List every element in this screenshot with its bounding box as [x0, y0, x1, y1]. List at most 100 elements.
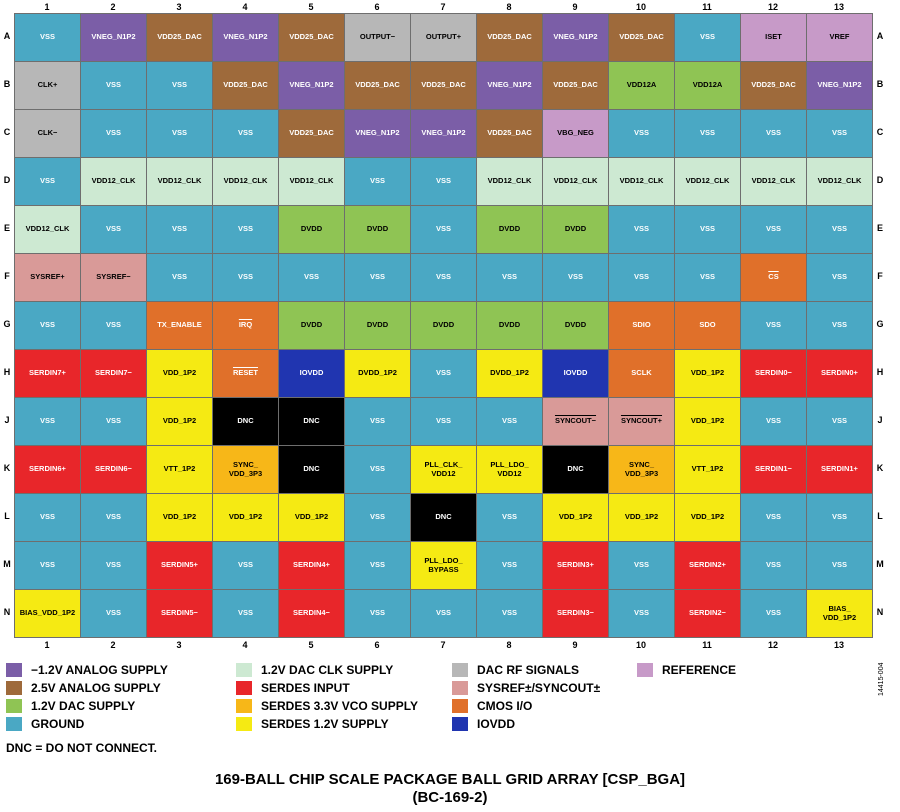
column-label-bottom: 10 — [635, 640, 646, 650]
ball-F3: VSS — [146, 253, 213, 302]
ball-label: VNEG_N1P2 — [553, 32, 598, 42]
ball-label: VDD25_DAC — [487, 32, 532, 42]
ball-label: VSS — [765, 560, 781, 570]
ball-F9: VSS — [542, 253, 609, 302]
ball-label: SERDIN0− — [755, 368, 792, 378]
ball-B1: CLK+ — [14, 61, 81, 110]
legend-swatch — [236, 699, 252, 713]
ball-label: VDD12_CLK — [817, 176, 862, 186]
ball-L9: VDD_1P2 — [542, 493, 609, 542]
legend-item-serdesin: SERDES INPUT — [236, 681, 350, 695]
legend-swatch — [6, 681, 22, 695]
ball-K5: DNC — [278, 445, 345, 494]
ball-label: VSS — [633, 608, 649, 618]
legend-swatch — [637, 663, 653, 677]
row-label-right: D — [876, 175, 884, 185]
ball-label: VSS — [633, 272, 649, 282]
ball-J6: VSS — [344, 397, 411, 446]
ball-B4: VDD25_DAC — [212, 61, 279, 110]
ball-label: VSS — [369, 512, 385, 522]
ball-L7: DNC — [410, 493, 477, 542]
ball-A11: VSS — [674, 13, 741, 62]
ball-K11: VTT_1P2 — [674, 445, 741, 494]
ball-N7: VSS — [410, 589, 477, 638]
ball-label: VSS — [765, 416, 781, 426]
column-label-bottom: 11 — [702, 640, 712, 650]
row-label-right: H — [876, 367, 884, 377]
legend-label: SERDES 1.2V SUPPLY — [261, 717, 389, 731]
ball-N5: SERDIN4− — [278, 589, 345, 638]
ball-label: VSS — [435, 416, 451, 426]
ball-label: VSS — [171, 224, 187, 234]
column-label-top: 9 — [572, 2, 578, 12]
ball-grid: VSS VNEG_N1P2 VDD25_DAC VNEG_N1P2 VDD25_DAC O… — [14, 13, 873, 638]
ball-E7: VSS — [410, 205, 477, 254]
ball-B7: VDD25_DAC — [410, 61, 477, 110]
ball-label: VSS — [501, 560, 517, 570]
ball-B11: VDD12A — [674, 61, 741, 110]
ball-D9: VDD12_CLK — [542, 157, 609, 206]
ball-F2: SYSREF− — [80, 253, 147, 302]
legend-item-gnd: GROUND — [6, 717, 84, 731]
ball-F13: VSS — [806, 253, 873, 302]
ball-E6: DVDD — [344, 205, 411, 254]
ball-H9: IOVDD — [542, 349, 609, 398]
ball-label: VDD_1P2 — [624, 512, 659, 522]
ball-D2: VDD12_CLK — [80, 157, 147, 206]
ball-G6: DVDD — [344, 301, 411, 350]
ball-G1: VSS — [14, 301, 81, 350]
ball-label: VDD12_CLK — [25, 224, 70, 234]
ball-label: DNC — [303, 464, 320, 474]
row-label-right: A — [876, 31, 884, 41]
ball-J13: VSS — [806, 397, 873, 446]
legend-item-sysref: SYSREF±/SYNCOUT± — [452, 681, 600, 695]
column-label-top: 3 — [176, 2, 182, 12]
ball-label: SERDIN5+ — [161, 560, 198, 570]
ball-A2: VNEG_N1P2 — [80, 13, 147, 62]
ball-label: VSS — [765, 512, 781, 522]
ball-label: CS — [768, 272, 779, 282]
ball-label: VNEG_N1P2 — [355, 128, 400, 138]
legend-label: 1.2V DAC CLK SUPPLY — [261, 663, 394, 677]
ball-L5: VDD_1P2 — [278, 493, 345, 542]
ball-label: SDIO — [632, 320, 651, 330]
legend-swatch — [236, 717, 252, 731]
ball-label: VSS — [105, 512, 121, 522]
ball-label: DVDD_1P2 — [490, 368, 529, 378]
column-label-bottom: 3 — [176, 640, 182, 650]
ball-label: VSS — [369, 416, 385, 426]
ball-label: VDD12_CLK — [553, 176, 598, 186]
row-label-right: N — [876, 607, 884, 617]
ball-H13: SERDIN0+ — [806, 349, 873, 398]
ball-label: VSS — [435, 368, 451, 378]
ball-K2: SERDIN6− — [80, 445, 147, 494]
ball-label: VSS — [105, 416, 121, 426]
ball-label: VSS — [237, 128, 253, 138]
column-label-top: 4 — [242, 2, 248, 12]
ball-D8: VDD12_CLK — [476, 157, 543, 206]
ball-label: SERDIN6+ — [29, 464, 66, 474]
ball-label: VDD25_DAC — [355, 80, 400, 90]
ball-label: VSS — [171, 272, 187, 282]
ball-L2: VSS — [80, 493, 147, 542]
ball-G8: DVDD — [476, 301, 543, 350]
ball-label: VDD25_DAC — [619, 32, 664, 42]
ball-label: VDD25_DAC — [289, 32, 334, 42]
ball-H11: VDD_1P2 — [674, 349, 741, 398]
legend-item-v12dac: 1.2V DAC SUPPLY — [6, 699, 135, 713]
ball-F1: SYSREF+ — [14, 253, 81, 302]
ball-H12: SERDIN0− — [740, 349, 807, 398]
legend-label: 2.5V ANALOG SUPPLY — [31, 681, 161, 695]
ball-label: VSS — [831, 560, 847, 570]
legend-swatch — [452, 681, 468, 695]
ball-F11: VSS — [674, 253, 741, 302]
ball-label: VTT_1P2 — [691, 464, 724, 474]
ball-M7: PLL_LDO_ BYPASS — [410, 541, 477, 590]
ball-label: VDD12_CLK — [751, 176, 796, 186]
ball-C12: VSS — [740, 109, 807, 158]
legend-label: SERDES INPUT — [261, 681, 350, 695]
ball-label: VSS — [435, 608, 451, 618]
row-label-left: M — [3, 559, 11, 569]
ball-K12: SERDIN1− — [740, 445, 807, 494]
ball-E1: VDD12_CLK — [14, 205, 81, 254]
